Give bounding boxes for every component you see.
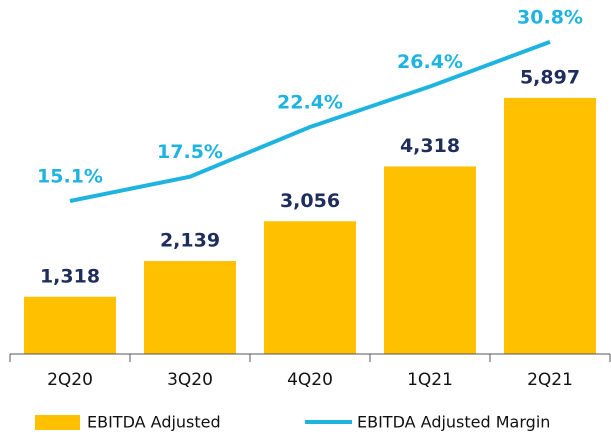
legend-label: EBITDA Adjusted Margin bbox=[357, 413, 550, 432]
x-tick-label: 4Q20 bbox=[287, 370, 333, 390]
x-tick-label: 3Q20 bbox=[167, 370, 213, 390]
bar-value-label: 5,897 bbox=[520, 66, 580, 88]
x-tick-label: 1Q21 bbox=[407, 370, 453, 390]
x-tick-label: 2Q20 bbox=[47, 370, 93, 390]
line-value-label: 15.1% bbox=[37, 165, 103, 187]
bar bbox=[384, 166, 476, 354]
bar-value-label: 2,139 bbox=[160, 230, 220, 252]
legend-label: EBITDA Adjusted bbox=[87, 413, 221, 432]
bar-value-label: 1,318 bbox=[40, 265, 100, 287]
line-value-label: 30.8% bbox=[517, 6, 583, 28]
line-value-label: 26.4% bbox=[397, 51, 463, 73]
bar bbox=[504, 97, 596, 355]
x-tick-label: 2Q21 bbox=[527, 370, 573, 390]
legend-swatch bbox=[35, 415, 80, 430]
bar-value-label: 4,318 bbox=[400, 135, 460, 157]
bar-value-label: 3,056 bbox=[280, 190, 340, 212]
bar bbox=[144, 261, 236, 354]
bar bbox=[24, 296, 116, 354]
bar bbox=[264, 221, 356, 354]
line-value-label: 22.4% bbox=[277, 92, 343, 114]
line-value-label: 17.5% bbox=[157, 141, 223, 163]
margin-line bbox=[69, 40, 551, 203]
